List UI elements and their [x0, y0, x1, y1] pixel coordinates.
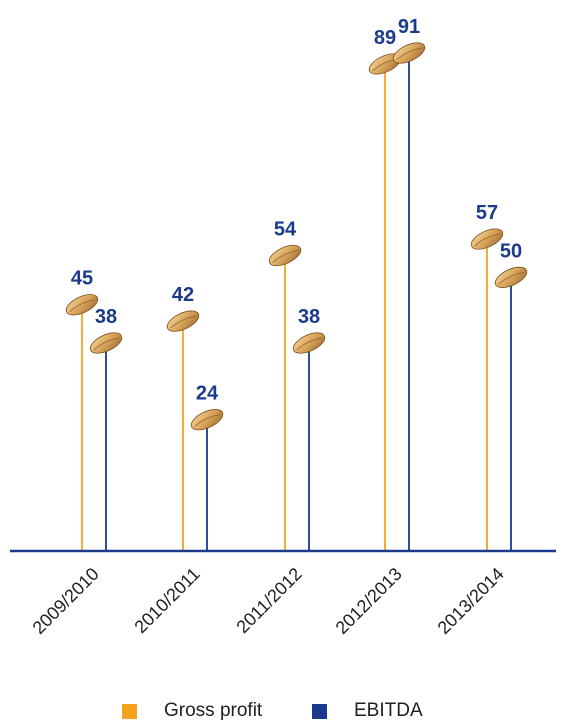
- x-tick-label-3: 2012/2013: [332, 564, 406, 638]
- data-label-gross-profit-1: 42: [172, 284, 194, 306]
- x-tick-label-0: 2009/2010: [29, 564, 103, 638]
- grain-icon: [190, 409, 224, 431]
- grain-icon: [292, 332, 326, 354]
- legend: Gross profit EBITDA: [0, 694, 564, 722]
- data-label-gross-profit-4: 57: [476, 202, 498, 224]
- data-label-gross-profit-3: 89: [374, 27, 396, 49]
- legend-swatch-ebitda: [312, 703, 327, 719]
- grain-icon: [494, 266, 528, 288]
- data-label-ebitda-0: 38: [95, 306, 117, 328]
- bar-markers: [65, 42, 528, 431]
- x-tick-label-1: 2010/2011: [130, 564, 203, 637]
- grain-icon: [166, 310, 200, 332]
- data-label-gross-profit-0: 45: [71, 268, 93, 290]
- grain-icon: [89, 332, 123, 354]
- data-label-ebitda-4: 50: [500, 240, 522, 262]
- bar-stems: [81, 53, 512, 551]
- data-labels: 45 42 54 89 57 38 24 38 91 50: [71, 16, 522, 405]
- grain-icon: [268, 244, 302, 267]
- data-label-gross-profit-2: 54: [274, 218, 297, 240]
- legend-swatch-gross-profit: [122, 703, 137, 719]
- x-tick-label-2: 2011/2012: [232, 564, 305, 637]
- x-tick-label-4: 2013/2014: [434, 564, 508, 638]
- grain-icon: [470, 228, 504, 250]
- x-tick-labels: 2009/2010 2010/2011 2011/2012 2012/2013 2013…: [29, 564, 508, 638]
- legend-item-ebitda: EBITDA: [312, 700, 423, 722]
- data-label-ebitda-3: 91: [398, 16, 420, 38]
- data-label-ebitda-2: 38: [298, 306, 320, 328]
- legend-item-gross-profit: Gross profit: [122, 700, 262, 722]
- grain-icon: [392, 42, 426, 64]
- legend-label-gross-profit: Gross profit: [164, 700, 263, 721]
- legend-label-ebitda: EBITDA: [354, 700, 423, 721]
- data-label-ebitda-1: 24: [196, 383, 219, 405]
- grain-icon: [65, 294, 99, 316]
